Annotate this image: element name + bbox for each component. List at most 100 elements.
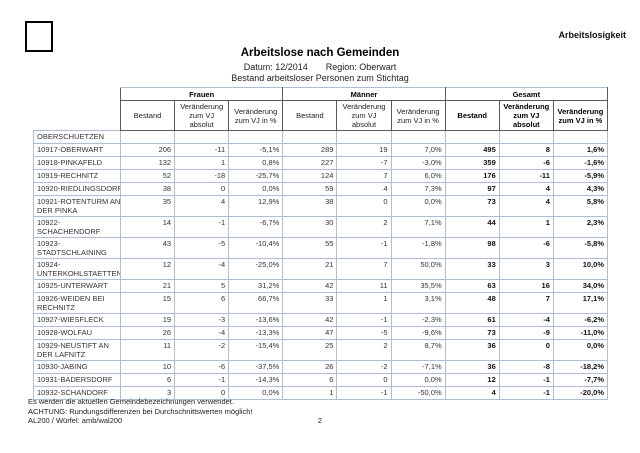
maenner-vj-prozent-cell [390, 130, 446, 144]
table-row: 10930-JABING 10 -6 -37,5% 26 -2 -7,1% 36 -8 -18,2… [33, 360, 609, 374]
frauen-bestand-header: Bestand [119, 100, 176, 131]
gesamt-vj-absolut-cell [498, 130, 554, 144]
gesamt-vj-prozent-cell: 34,0% [552, 279, 609, 293]
table-row: OBERSCHUETZEN [33, 130, 609, 144]
gesamt-vj-absolut-cell: -4 [498, 313, 554, 327]
frauen-vj-prozent-cell: -25,0% [228, 258, 284, 280]
maenner-vj-prozent-cell: -1,8% [390, 237, 446, 259]
maenner-bestand-cell: 1 [282, 386, 338, 400]
subtitle: Bestand arbeitsloser Personen zum Sticht… [231, 73, 409, 83]
maenner-vj-prozent-cell: 7,0% [390, 143, 446, 157]
group-header-row: Frauen Männer Gesamt [33, 87, 609, 131]
gesamt-bestand-cell: 73 [444, 195, 500, 217]
maenner-vj-prozent-cell: 0,0% [390, 195, 446, 217]
frauen-vj-prozent-cell: 0,0% [228, 182, 284, 196]
maenner-vj-absolut-cell: -1 [336, 313, 392, 327]
gesamt-vj-absolut-cell: 16 [498, 279, 554, 293]
frauen-bestand-cell: 206 [119, 143, 176, 157]
gesamt-vj-absolut-cell: -1 [498, 373, 554, 387]
frauen-vj-prozent-cell: 0,0% [228, 386, 284, 400]
gesamt-bestand-cell: 4 [444, 386, 500, 400]
maenner-vj-absolut-cell: 7 [336, 169, 392, 183]
frauen-vj-absolut-cell: -4 [174, 258, 230, 280]
gesamt-vj-prozent-cell: -20,0% [552, 386, 609, 400]
frauen-vj-prozent-cell: -25,7% [228, 169, 284, 183]
gesamt-vj-prozent-cell: 5,8% [552, 195, 609, 217]
frauen-vj-prozent-cell: -14,3% [228, 373, 284, 387]
maenner-vj-absolut-cell: 2 [336, 216, 392, 238]
frauen-vj-prozent-cell [228, 130, 284, 144]
maenner-vj-prozent-cell: -2,3% [390, 313, 446, 327]
maenner-vj-prozent-cell: 7,3% [390, 182, 446, 196]
frauen-vj-absolut-cell: -2 [174, 339, 230, 361]
frauen-bestand-cell: 38 [119, 182, 176, 196]
gesamt-vj-absolut-cell: 0 [498, 339, 554, 361]
maenner-bestand-cell: 26 [282, 360, 338, 374]
maenner-vj-absolut-cell: -5 [336, 326, 392, 340]
maenner-bestand-cell: 124 [282, 169, 338, 183]
gesamt-vj-prozent-cell: -18,2% [552, 360, 609, 374]
maenner-vj-absolut-cell: 2 [336, 339, 392, 361]
frauen-vj-absolut-cell: -1 [174, 216, 230, 238]
frauen-bestand-cell: 3 [119, 386, 176, 400]
frauen-bestand-cell: 26 [119, 326, 176, 340]
table-row: 10924- UNTERKOHLSTAETTEN 12 -4 -25,0% 21 7 50,… [33, 258, 609, 280]
table-row: 10922- SCHACHENDORF 14 -1 -6,7% 30 2 7,1% 44 1 2,… [33, 216, 609, 238]
gemeinde-name-cell: 10923- STADTSCHLAINING [33, 237, 121, 259]
maenner-vj-absolut-cell: -7 [336, 156, 392, 170]
maenner-vj-prozent-cell: -50,0% [390, 386, 446, 400]
gesamt-vj-prozent-cell: -11,0% [552, 326, 609, 340]
maenner-bestand-cell: 21 [282, 258, 338, 280]
frauen-vj-absolut-cell: -5 [174, 237, 230, 259]
frauen-vj-prozent-cell: 12,9% [228, 195, 284, 217]
gesamt-vj-prozent-cell: -1,6% [552, 156, 609, 170]
gemeinde-name-cell: 10919-RECHNITZ [33, 169, 121, 183]
gemeinde-name-cell: 10922- SCHACHENDORF [33, 216, 121, 238]
frauen-vj-prozent-cell: -10,4% [228, 237, 284, 259]
maenner-vj-absolut-cell: 1 [336, 292, 392, 314]
gesamt-vj-absolut-cell: -1 [498, 386, 554, 400]
gesamt-vj-absolut-cell: -6 [498, 156, 554, 170]
table-row: 10929-NEUSTIFT AN DER LAFNITZ 11 -2 -15,4% 2… [33, 339, 609, 361]
frauen-vj-absolut-cell: 1 [174, 156, 230, 170]
corner-label: Arbeitslosigkeit [558, 30, 626, 40]
frauen-vj-absolut-cell: -3 [174, 313, 230, 327]
gesamt-vj-prozent-cell: 1,6% [552, 143, 609, 157]
maenner-vj-absolut-cell: 0 [336, 373, 392, 387]
table-row: 10917-OBERWART 206 -11 -5,1% 289 19 7,0% 495 8 1,… [33, 143, 609, 157]
gemeinde-name-cell: 10931-BADERSDORF [33, 373, 121, 387]
maenner-vj-absolut-cell: 0 [336, 195, 392, 217]
table-row: 10925-UNTERWART 21 5 31,2% 42 11 35,5% 63 16 34,0… [33, 279, 609, 293]
gesamt-vj-absolut-cell: 8 [498, 143, 554, 157]
gemeinde-name-cell: 10925-UNTERWART [33, 279, 121, 293]
frauen-vj-prozent-cell: 31,2% [228, 279, 284, 293]
frauen-bestand-cell: 19 [119, 313, 176, 327]
gemeinde-name-cell: 10928-WOLFAU [33, 326, 121, 340]
gesamt-bestand-cell: 36 [444, 339, 500, 361]
gesamt-vj-prozent-cell: -6,2% [552, 313, 609, 327]
maenner-vj-prozent-header: Veränderung zum VJ in % [390, 100, 446, 131]
maenner-vj-absolut-cell: -1 [336, 237, 392, 259]
footer-source: AL200 / Würfel: amb/wal200 [28, 416, 123, 425]
frauen-bestand-cell: 14 [119, 216, 176, 238]
gesamt-bestand-cell: 33 [444, 258, 500, 280]
gesamt-vj-absolut-header: Veränderung zum VJ absolut [498, 100, 554, 131]
maenner-bestand-cell: 59 [282, 182, 338, 196]
maenner-vj-prozent-cell: 8,7% [390, 339, 446, 361]
page-number: 2 [317, 416, 323, 425]
gesamt-bestand-cell: 61 [444, 313, 500, 327]
maenner-bestand-cell: 42 [282, 313, 338, 327]
frauen-vj-absolut-cell: 0 [174, 386, 230, 400]
maenner-bestand-cell: 227 [282, 156, 338, 170]
gemeinde-name-cell: 10918-PINKAFELD [33, 156, 121, 170]
table-row: 10921-ROTENTURM AN DER PINKA 35 4 12,9% 38 0 0… [33, 195, 609, 217]
gesamt-vj-absolut-cell: 4 [498, 195, 554, 217]
gesamt-bestand-cell: 98 [444, 237, 500, 259]
table-row: 10932-SCHANDORF 3 0 0,0% 1 -1 -50,0% 4 -1 -20,0% [33, 386, 609, 400]
region-label: Region: Oberwart [325, 62, 397, 72]
gesamt-bestand-cell: 36 [444, 360, 500, 374]
maenner-vj-absolut-cell: 11 [336, 279, 392, 293]
gesamt-vj-prozent-cell: 10,0% [552, 258, 609, 280]
group-header-gesamt: Gesamt [444, 87, 609, 101]
